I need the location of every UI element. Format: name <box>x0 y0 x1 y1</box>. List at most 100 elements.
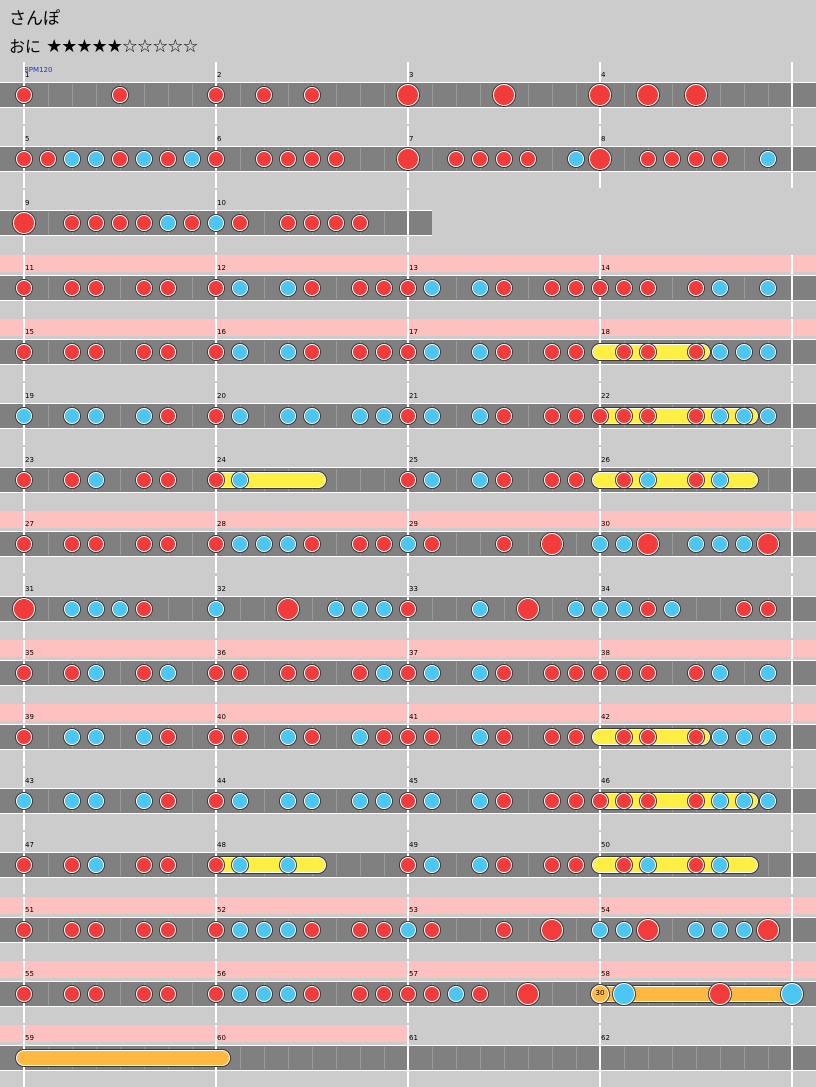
ka-note <box>472 793 488 810</box>
measure-number: 45 <box>409 777 418 786</box>
song-title: さんぽ <box>9 9 60 29</box>
don-note <box>208 985 224 1002</box>
beat-line <box>264 405 265 427</box>
beat-line <box>48 405 49 427</box>
don-note <box>352 279 368 296</box>
don-note <box>208 857 224 874</box>
don-note <box>304 343 320 360</box>
ka-note <box>352 793 368 810</box>
don-note <box>208 793 224 810</box>
beat-line <box>192 533 193 556</box>
ka-note <box>88 857 104 874</box>
beat-line <box>720 84 721 106</box>
don-note <box>112 87 128 103</box>
don-note <box>232 664 248 681</box>
beat-line <box>384 469 385 492</box>
don-note <box>568 729 584 745</box>
chart-row: 43 44 45 46 <box>0 768 816 831</box>
drumroll-note <box>208 857 326 874</box>
beat-line <box>456 340 457 363</box>
chart-row: 55 56 57 58 30 <box>0 960 816 1023</box>
chart-row: 5 6 7 8 <box>0 126 816 189</box>
ka-note <box>712 857 728 874</box>
ka-note <box>688 921 704 938</box>
ka-note <box>712 408 728 424</box>
ka-note <box>88 664 104 681</box>
chart-row: 47 48 49 50 <box>0 832 816 895</box>
ka-note <box>472 343 488 360</box>
big-don-note <box>397 84 419 106</box>
don-note <box>208 729 224 745</box>
don-note <box>160 729 176 745</box>
measure-number: 51 <box>25 905 34 914</box>
ka-note <box>472 600 488 617</box>
beat-line <box>144 84 145 106</box>
don-note <box>496 408 512 424</box>
chart-row: 23 24 25 26 <box>0 447 816 510</box>
beat-line <box>456 661 457 684</box>
beat-line <box>552 597 553 620</box>
beat-line <box>456 405 457 427</box>
don-note <box>496 343 512 360</box>
beat-line <box>48 84 49 106</box>
ka-note <box>280 279 296 296</box>
barline <box>791 704 793 766</box>
ka-note <box>736 921 752 938</box>
beat-line <box>672 918 673 941</box>
ka-note <box>112 600 128 617</box>
don-note <box>544 472 560 489</box>
don-note <box>424 729 440 745</box>
ka-note <box>64 151 80 168</box>
chart-row: 1 2 3 4 <box>0 62 816 124</box>
don-note <box>592 664 608 681</box>
ka-note <box>712 343 728 360</box>
beat-line <box>672 533 673 556</box>
don-note <box>160 472 176 489</box>
ka-note <box>712 921 728 938</box>
don-note <box>424 985 440 1002</box>
measure-number: 24 <box>217 456 226 465</box>
ka-note <box>88 600 104 617</box>
beat-line <box>264 276 265 299</box>
balloon-note <box>16 1050 230 1066</box>
barline <box>791 832 793 895</box>
beat-line <box>120 726 121 748</box>
beat-line <box>336 918 337 941</box>
don-note <box>208 472 224 489</box>
don-note <box>88 985 104 1002</box>
big-don-note <box>13 212 35 235</box>
ka-note <box>568 600 584 617</box>
measure-number: 9 <box>25 199 30 208</box>
don-note <box>16 664 32 681</box>
don-note <box>232 215 248 232</box>
don-note <box>448 151 464 168</box>
ka-note <box>232 408 248 424</box>
ka-note <box>136 151 152 168</box>
beat-line <box>768 469 769 492</box>
ka-note <box>232 279 248 296</box>
beat-line <box>480 1047 481 1069</box>
barline <box>791 511 793 574</box>
beat-line <box>240 148 241 171</box>
don-note <box>64 472 80 489</box>
ka-note <box>64 600 80 617</box>
beat-line <box>120 405 121 427</box>
beat-line <box>336 854 337 877</box>
ka-note <box>280 793 296 810</box>
beat-line <box>456 469 457 492</box>
ka-note <box>424 343 440 360</box>
chart-row: 11 12 13 14 <box>0 254 816 317</box>
don-note <box>688 472 704 489</box>
big-don-note <box>493 84 515 106</box>
don-note <box>688 408 704 424</box>
don-note <box>352 343 368 360</box>
beat-line <box>192 854 193 877</box>
measure-number: 56 <box>217 969 226 978</box>
big-don-note <box>541 918 563 941</box>
measure-number: 50 <box>601 841 610 850</box>
ka-note <box>16 793 32 810</box>
beat-line <box>576 533 577 556</box>
ka-note <box>424 279 440 296</box>
beat-line <box>528 469 529 492</box>
